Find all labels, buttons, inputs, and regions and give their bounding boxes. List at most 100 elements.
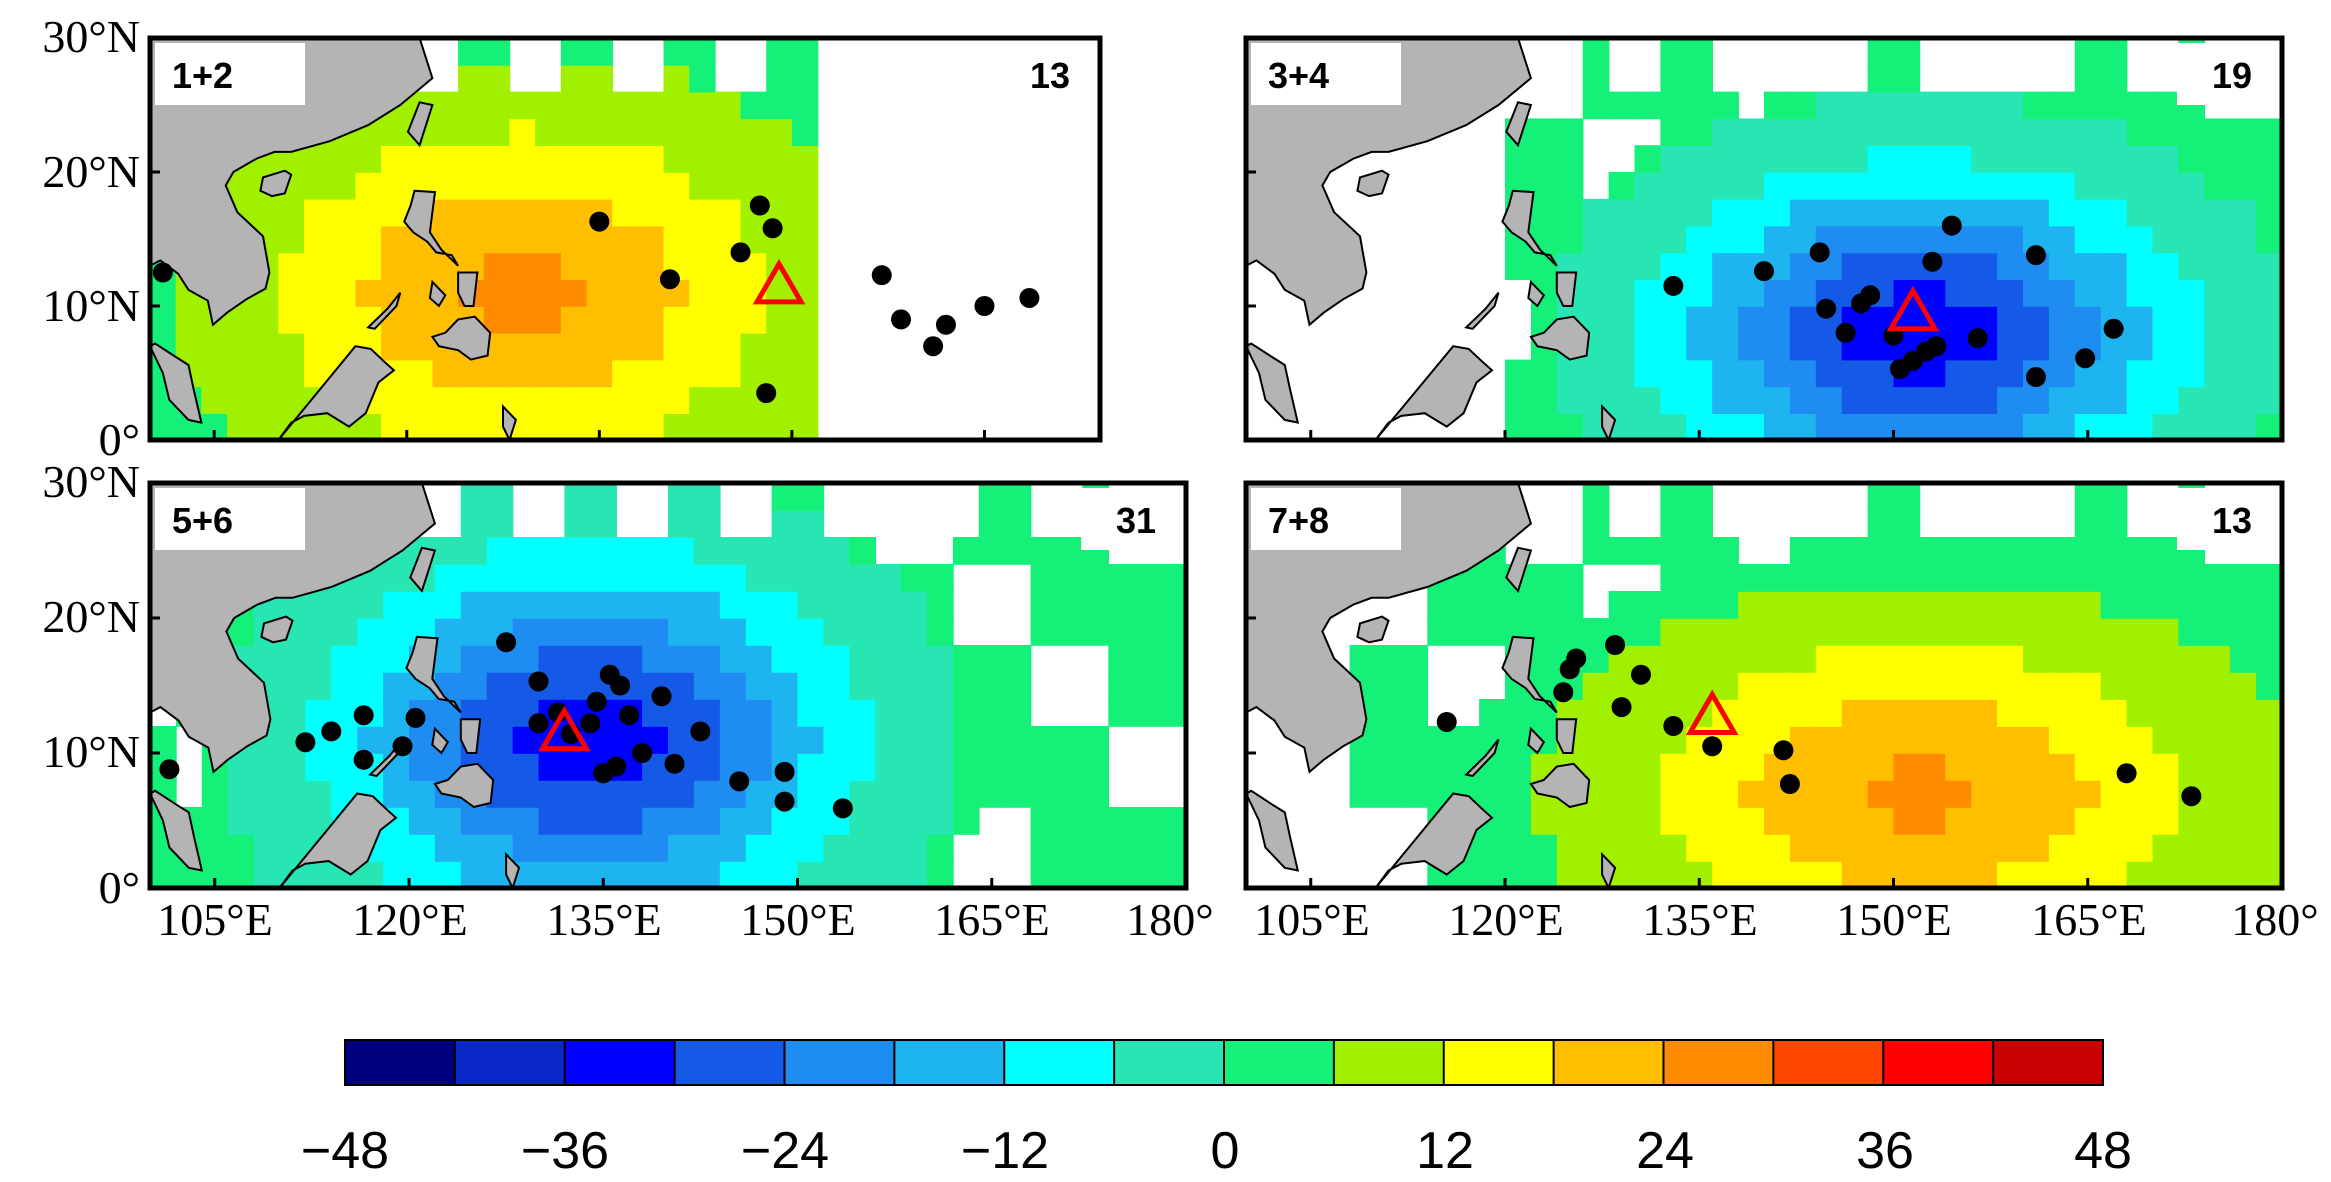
field-cell	[357, 645, 384, 673]
field-cell	[693, 861, 721, 888]
field-cell	[2230, 225, 2257, 254]
field-cell	[791, 64, 819, 93]
field-cell	[2074, 645, 2102, 673]
field-cell	[1686, 807, 1713, 835]
field-cell	[1789, 645, 1817, 673]
field-cell	[434, 591, 462, 619]
coastline	[1356, 615, 1390, 644]
field-cell	[331, 591, 358, 619]
field-cell	[2074, 618, 2102, 646]
field-cell	[355, 279, 382, 307]
field-cell	[642, 591, 669, 619]
field-cell	[1997, 91, 2024, 120]
field-cell	[642, 807, 669, 835]
field-cell	[927, 618, 954, 646]
field-cell	[2230, 386, 2257, 414]
field-cell	[719, 834, 747, 862]
field-cell	[927, 807, 954, 835]
field-cell	[1893, 834, 1921, 862]
field-cell	[150, 306, 177, 334]
field-cell	[304, 198, 331, 227]
field-cell	[1789, 359, 1817, 388]
genesis-point	[762, 218, 783, 239]
field-cell	[1686, 618, 1713, 646]
field-cell	[227, 834, 255, 862]
field-cell	[1634, 306, 1662, 334]
field-cell	[2074, 306, 2102, 334]
field-cell	[1530, 252, 1558, 280]
field-cell	[512, 780, 540, 808]
field-cell	[1919, 91, 1947, 120]
field-cell	[2126, 807, 2154, 835]
field-cell	[2023, 834, 2050, 862]
field-cell	[1764, 618, 1791, 646]
field-cell	[745, 672, 773, 700]
field-cell	[535, 145, 562, 173]
field-cell	[771, 672, 799, 700]
field-cell	[1712, 332, 1739, 361]
field-cell	[1556, 198, 1584, 227]
field-cell	[1134, 699, 1161, 727]
field-cell	[1453, 591, 1480, 619]
field-cell	[432, 172, 459, 200]
field-cell	[1505, 861, 1532, 888]
field-cell	[2152, 699, 2180, 727]
field-cell	[406, 279, 434, 307]
field-cell	[409, 780, 436, 808]
field-cell	[2178, 591, 2206, 619]
field-cell	[538, 753, 566, 781]
genesis-point	[1566, 648, 1587, 669]
field-cell	[2230, 753, 2257, 781]
field-cell	[432, 386, 459, 414]
field-cell	[797, 618, 825, 646]
panel-frame	[147, 480, 1189, 891]
field-cell	[560, 225, 588, 254]
field-cell	[1056, 861, 1084, 888]
genesis-point	[1809, 242, 1830, 263]
field-cell	[2048, 564, 2076, 592]
field-cell	[434, 807, 462, 835]
field-cell	[1815, 172, 1843, 200]
field-cell	[642, 834, 669, 862]
genesis-point	[1941, 215, 1962, 236]
field-cell	[1893, 753, 1921, 781]
genesis-point	[774, 791, 795, 812]
field-cell	[2256, 834, 2282, 862]
field-cell	[745, 699, 773, 727]
field-cell	[668, 726, 695, 754]
field-cell	[279, 807, 307, 835]
colorbar-tick-label: 24	[1636, 1122, 1694, 1180]
field-cell	[1738, 807, 1765, 835]
field-cell	[1686, 64, 1713, 93]
field-cell	[1815, 145, 1843, 173]
field-cell	[1789, 279, 1817, 307]
field-cell	[1608, 726, 1636, 754]
field-cell	[1893, 618, 1921, 646]
field-cell	[383, 564, 410, 592]
field-cell	[1945, 591, 1972, 619]
field-cell	[2152, 252, 2180, 280]
field-cell	[2100, 64, 2128, 93]
x-axis-labels-left: 105°E 120°E 135°E 150°E 165°E 180°	[157, 894, 1213, 945]
field-cell	[2074, 225, 2102, 254]
field-cell	[1841, 225, 1869, 254]
field-cell	[1108, 861, 1135, 888]
field-cell	[668, 807, 695, 835]
field-cell	[483, 359, 511, 388]
field-cell	[2126, 618, 2154, 646]
field-cell	[1082, 834, 1110, 862]
field-cell	[1505, 753, 1532, 781]
field-cell	[1004, 645, 1032, 673]
genesis-point	[1702, 736, 1723, 757]
genesis-point	[1663, 716, 1684, 736]
field-cell	[586, 91, 613, 120]
field-cell	[689, 64, 716, 93]
field-cell	[1738, 861, 1765, 888]
field-cell	[1919, 672, 1947, 700]
field-cell	[406, 413, 434, 440]
x-axis-labels-right: 105°E 120°E 135°E 150°E 165°E 180°	[1254, 894, 2318, 945]
field-cell	[823, 645, 851, 673]
field-cell	[357, 672, 384, 700]
field-cell	[952, 645, 980, 673]
field-cell	[1634, 198, 1662, 227]
